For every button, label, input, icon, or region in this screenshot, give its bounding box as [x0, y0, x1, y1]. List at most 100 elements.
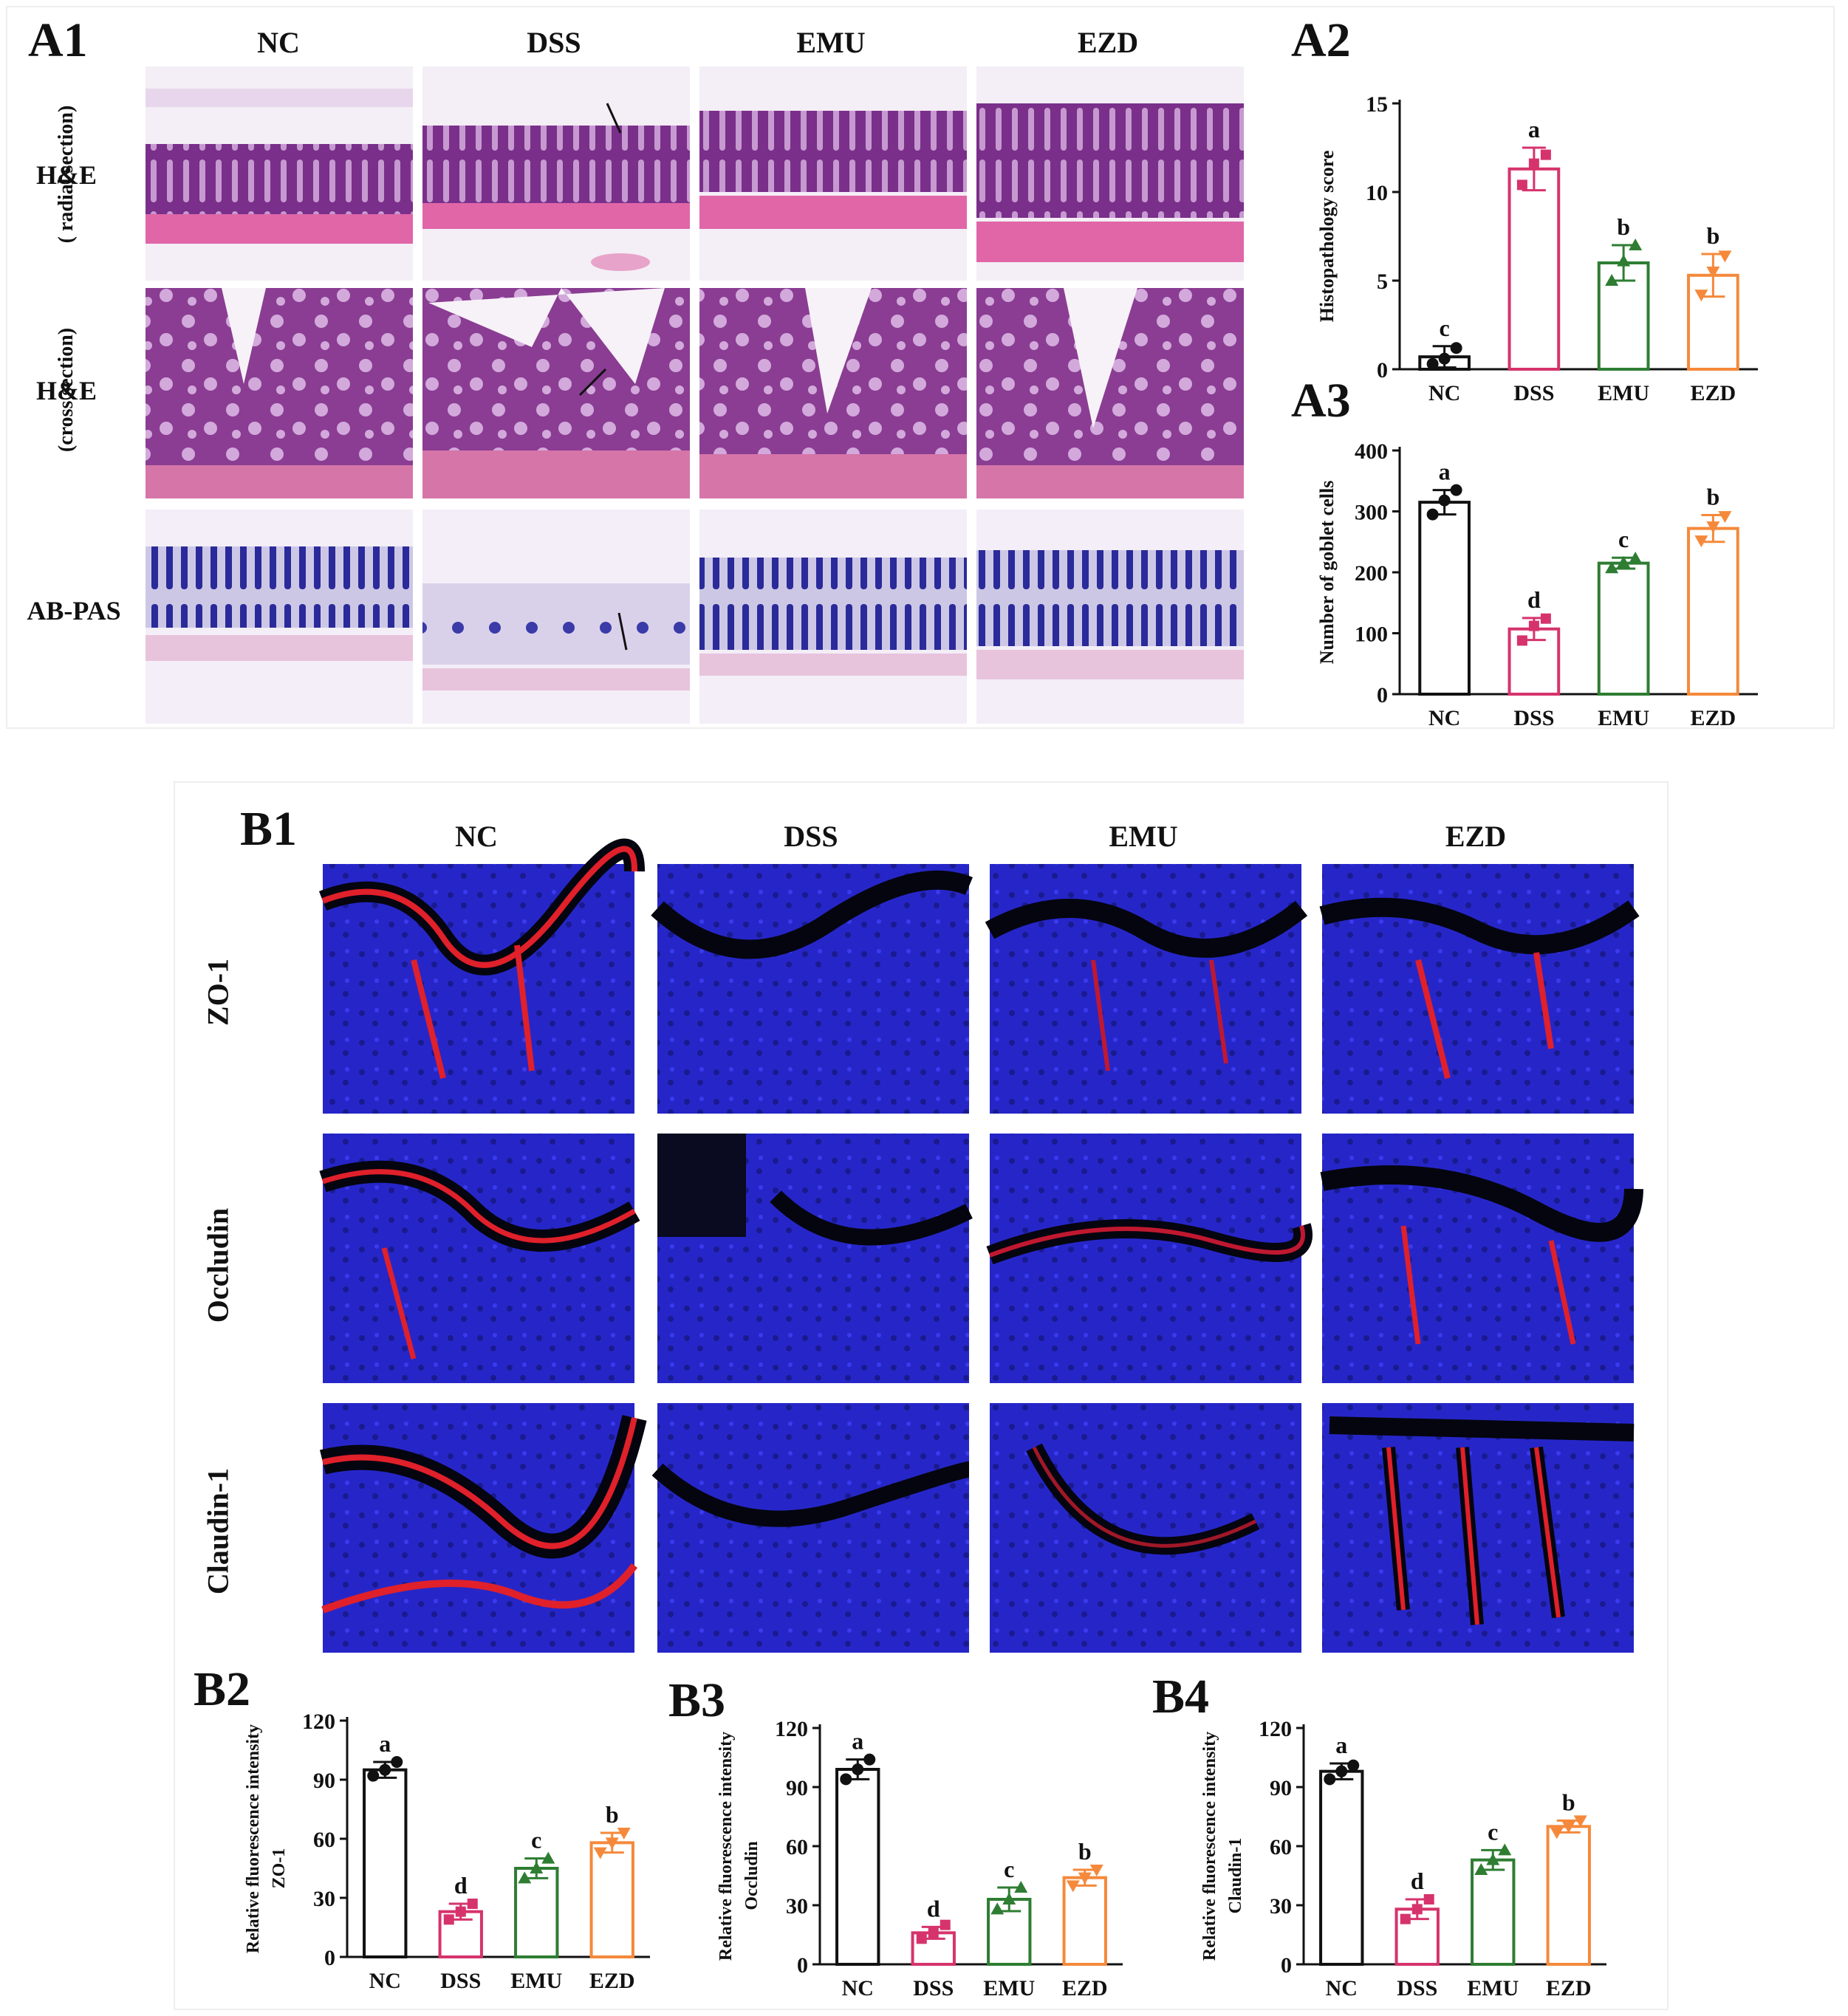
- y-tick-label: 200: [1355, 561, 1388, 586]
- data-point: [840, 1773, 852, 1786]
- data-point: [1438, 352, 1451, 365]
- a1-tile-he-cross-ezd: [976, 288, 1244, 498]
- b1-tile-claudin1-ezd: [1322, 1403, 1635, 1653]
- b1-tile-zo1-dss: [651, 864, 973, 1114]
- data-point: [1694, 289, 1708, 302]
- b1-tile-occludin-dss: [657, 1134, 973, 1383]
- data-point: [391, 1756, 403, 1768]
- a1-tile-abpas-nc: [146, 510, 413, 724]
- chart-b4: 0 30 60 90 120 Relative fluorescence intensit…: [1200, 1717, 1606, 2000]
- y-axis-label: Relative fluorescence intensity: [716, 1732, 736, 1961]
- significance-letter: c: [1618, 526, 1629, 552]
- x-tick-label-nc: NC: [842, 1976, 874, 2000]
- panel-label-b1: B1: [240, 802, 298, 856]
- bar-dss: [1508, 167, 1561, 371]
- bar-emu: [1471, 1858, 1516, 1966]
- significance-letter: a: [1439, 459, 1451, 485]
- y-tick-label: 5: [1377, 270, 1388, 294]
- significance-letter: b: [1706, 483, 1719, 510]
- b1-tile-zo1-ezd: [1319, 864, 1640, 1114]
- b1-tile-claudin1-dss: [651, 1403, 971, 1653]
- y-tick-label: 60: [786, 1835, 808, 1859]
- data-point: [1516, 635, 1527, 646]
- b1-column-header-dss: DSS: [784, 820, 838, 853]
- y-tick-label: 60: [1270, 1835, 1292, 1859]
- a1-tile-he-cross-dss: [422, 288, 690, 498]
- significance-letter: c: [1440, 315, 1450, 341]
- data-point: [1605, 274, 1619, 286]
- x-tick-label-emu: EMU: [510, 1969, 562, 1993]
- bar-ezd: [589, 1841, 634, 1958]
- data-point: [1718, 511, 1732, 524]
- b1-column-header-nc: NC: [455, 820, 498, 853]
- a1-tile-he-radial-nc: [146, 66, 413, 281]
- x-tick-label-dss: DSS: [440, 1969, 481, 1993]
- a1-tile-he-cross-emu: [699, 288, 967, 498]
- x-tick-label-ezd: EZD: [1546, 1976, 1592, 2000]
- b1-tile-zo1-emu: [985, 864, 1308, 1114]
- data-point: [1617, 555, 1631, 568]
- x-tick-label-emu: EMU: [1598, 706, 1649, 730]
- y-tick-label: 15: [1366, 92, 1388, 117]
- y-axis-label: Relative fluorescence intensity: [1200, 1732, 1219, 1961]
- x-tick-label-emu: EMU: [1467, 1976, 1519, 2000]
- y-tick-label: 400: [1355, 439, 1388, 464]
- y-tick-label: 30: [786, 1894, 808, 1919]
- x-tick-label-emu: EMU: [1598, 381, 1649, 405]
- x-tick-label-ezd: EZD: [1691, 706, 1736, 730]
- data-point: [916, 1933, 927, 1944]
- chart-b2: 0 30 60 90 120 Relative fluorescence intensit…: [244, 1710, 650, 1993]
- significance-letter: a: [852, 1728, 863, 1755]
- y-tick-label: 120: [302, 1710, 335, 1734]
- b1-tile-zo1-nc: [318, 838, 646, 1114]
- data-point: [1324, 1773, 1336, 1786]
- data-point: [1438, 494, 1451, 507]
- b1-immunofluorescence-grid: [318, 838, 1643, 1653]
- x-tick-label-nc: NC: [1326, 1976, 1358, 2000]
- data-point: [455, 1906, 466, 1917]
- data-point: [541, 1851, 555, 1864]
- bar-ezd: [1062, 1876, 1107, 1967]
- data-point: [1400, 1913, 1411, 1924]
- significance-letter: b: [1562, 1789, 1575, 1815]
- data-point: [1540, 149, 1551, 160]
- x-tick-label-nc: NC: [369, 1969, 401, 1993]
- y-tick-label: 30: [313, 1887, 335, 1911]
- a1-column-header-ezd: EZD: [1077, 26, 1139, 59]
- data-point: [1516, 179, 1527, 191]
- data-point: [928, 1927, 939, 1938]
- data-point: [863, 1753, 876, 1766]
- a1-tile-abpas-emu: [699, 510, 967, 724]
- x-tick-label-nc: NC: [1428, 706, 1460, 730]
- data-point: [1014, 1881, 1028, 1893]
- x-tick-label-dss: DSS: [913, 1976, 954, 2000]
- data-point: [1540, 613, 1551, 624]
- panel-label-b2: B2: [194, 1662, 251, 1716]
- data-point: [1605, 561, 1619, 574]
- panel-label-b4: B4: [1152, 1670, 1210, 1724]
- a1-column-header-dss: DSS: [527, 26, 581, 59]
- bar-nc: [1319, 1769, 1364, 1967]
- data-point: [1089, 1865, 1103, 1876]
- y-tick-label: 120: [775, 1717, 808, 1741]
- x-tick-label-ezd: EZD: [589, 1969, 635, 1993]
- data-point: [1347, 1759, 1360, 1772]
- y-axis-label-protein: Occludin: [742, 1841, 762, 1910]
- y-tick-label: 60: [313, 1828, 335, 1852]
- y-axis-label: Histopathology score: [1316, 151, 1338, 323]
- data-point: [1629, 552, 1643, 564]
- data-point: [1629, 239, 1643, 250]
- data-point: [1066, 1880, 1080, 1893]
- b1-column-header-ezd: EZD: [1445, 820, 1507, 853]
- bar-nc: [1418, 501, 1471, 696]
- data-point: [1550, 1827, 1564, 1840]
- data-point: [1694, 535, 1708, 548]
- b1-tile-occludin-nc: [319, 1134, 640, 1383]
- data-point: [1078, 1872, 1092, 1885]
- bar-nc: [363, 1768, 408, 1958]
- a1-tile-abpas-ezd: [976, 510, 1244, 724]
- y-tick-label: 100: [1355, 623, 1388, 647]
- chart-b3: 0 30 60 90 120 Relative fluorescence intensit…: [716, 1717, 1123, 2000]
- data-point: [1706, 267, 1720, 278]
- y-axis-label: Relative fluorescence intensity: [244, 1724, 263, 1953]
